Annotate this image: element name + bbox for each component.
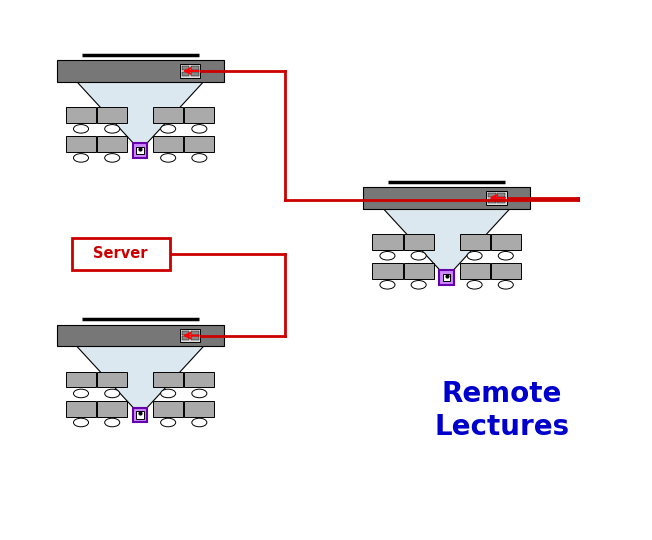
Bar <box>185 136 215 152</box>
Ellipse shape <box>411 252 426 260</box>
Ellipse shape <box>498 280 513 289</box>
Ellipse shape <box>192 125 207 133</box>
Ellipse shape <box>192 153 207 162</box>
Bar <box>486 191 507 205</box>
Ellipse shape <box>498 252 513 260</box>
Polygon shape <box>77 346 203 415</box>
Bar <box>191 66 199 70</box>
Bar <box>136 147 144 154</box>
Bar <box>460 263 490 279</box>
Text: Server: Server <box>93 246 148 261</box>
Bar <box>57 60 224 82</box>
Bar <box>460 234 490 250</box>
Bar <box>153 401 183 416</box>
Bar <box>133 408 147 422</box>
Bar <box>182 72 189 76</box>
Bar <box>363 187 530 208</box>
Ellipse shape <box>74 418 89 427</box>
Ellipse shape <box>74 153 89 162</box>
Polygon shape <box>383 208 510 278</box>
Ellipse shape <box>467 252 482 260</box>
Bar <box>66 107 96 123</box>
Text: Remote
Lectures: Remote Lectures <box>434 380 570 441</box>
Ellipse shape <box>192 389 207 398</box>
Ellipse shape <box>105 389 120 398</box>
Bar <box>191 330 199 335</box>
Bar <box>97 372 127 388</box>
Ellipse shape <box>105 153 120 162</box>
Bar <box>372 234 402 250</box>
Bar <box>372 263 402 279</box>
Ellipse shape <box>160 125 175 133</box>
Bar <box>180 64 200 78</box>
Ellipse shape <box>74 389 89 398</box>
Bar <box>191 72 199 76</box>
Bar <box>491 234 521 250</box>
Bar <box>97 136 127 152</box>
Ellipse shape <box>498 196 507 205</box>
Bar <box>97 401 127 416</box>
Bar <box>153 107 183 123</box>
Bar <box>497 199 505 202</box>
Ellipse shape <box>105 125 120 133</box>
Bar <box>66 136 96 152</box>
Bar <box>488 193 496 197</box>
Bar <box>191 336 199 340</box>
Ellipse shape <box>105 418 120 427</box>
Bar <box>66 372 96 388</box>
Bar <box>133 143 147 158</box>
Bar <box>497 193 505 197</box>
Bar <box>182 330 189 335</box>
Bar <box>180 329 200 342</box>
Ellipse shape <box>160 153 175 162</box>
Bar <box>404 263 434 279</box>
Ellipse shape <box>380 252 395 260</box>
Ellipse shape <box>467 280 482 289</box>
Bar <box>185 107 215 123</box>
Bar <box>443 274 451 281</box>
Bar <box>182 66 189 70</box>
Ellipse shape <box>160 389 175 398</box>
Bar <box>72 238 170 270</box>
Polygon shape <box>77 82 203 151</box>
Bar <box>136 411 144 419</box>
Bar <box>182 336 189 340</box>
Bar <box>66 401 96 416</box>
Bar <box>439 270 454 285</box>
Bar <box>185 401 215 416</box>
Bar <box>185 372 215 388</box>
Ellipse shape <box>74 125 89 133</box>
Bar <box>153 372 183 388</box>
Ellipse shape <box>411 280 426 289</box>
Bar <box>488 199 496 202</box>
Ellipse shape <box>380 280 395 289</box>
Bar <box>491 263 521 279</box>
Bar <box>153 136 183 152</box>
Bar <box>404 234 434 250</box>
Ellipse shape <box>160 418 175 427</box>
Bar <box>57 325 224 346</box>
Ellipse shape <box>192 418 207 427</box>
Bar <box>97 107 127 123</box>
